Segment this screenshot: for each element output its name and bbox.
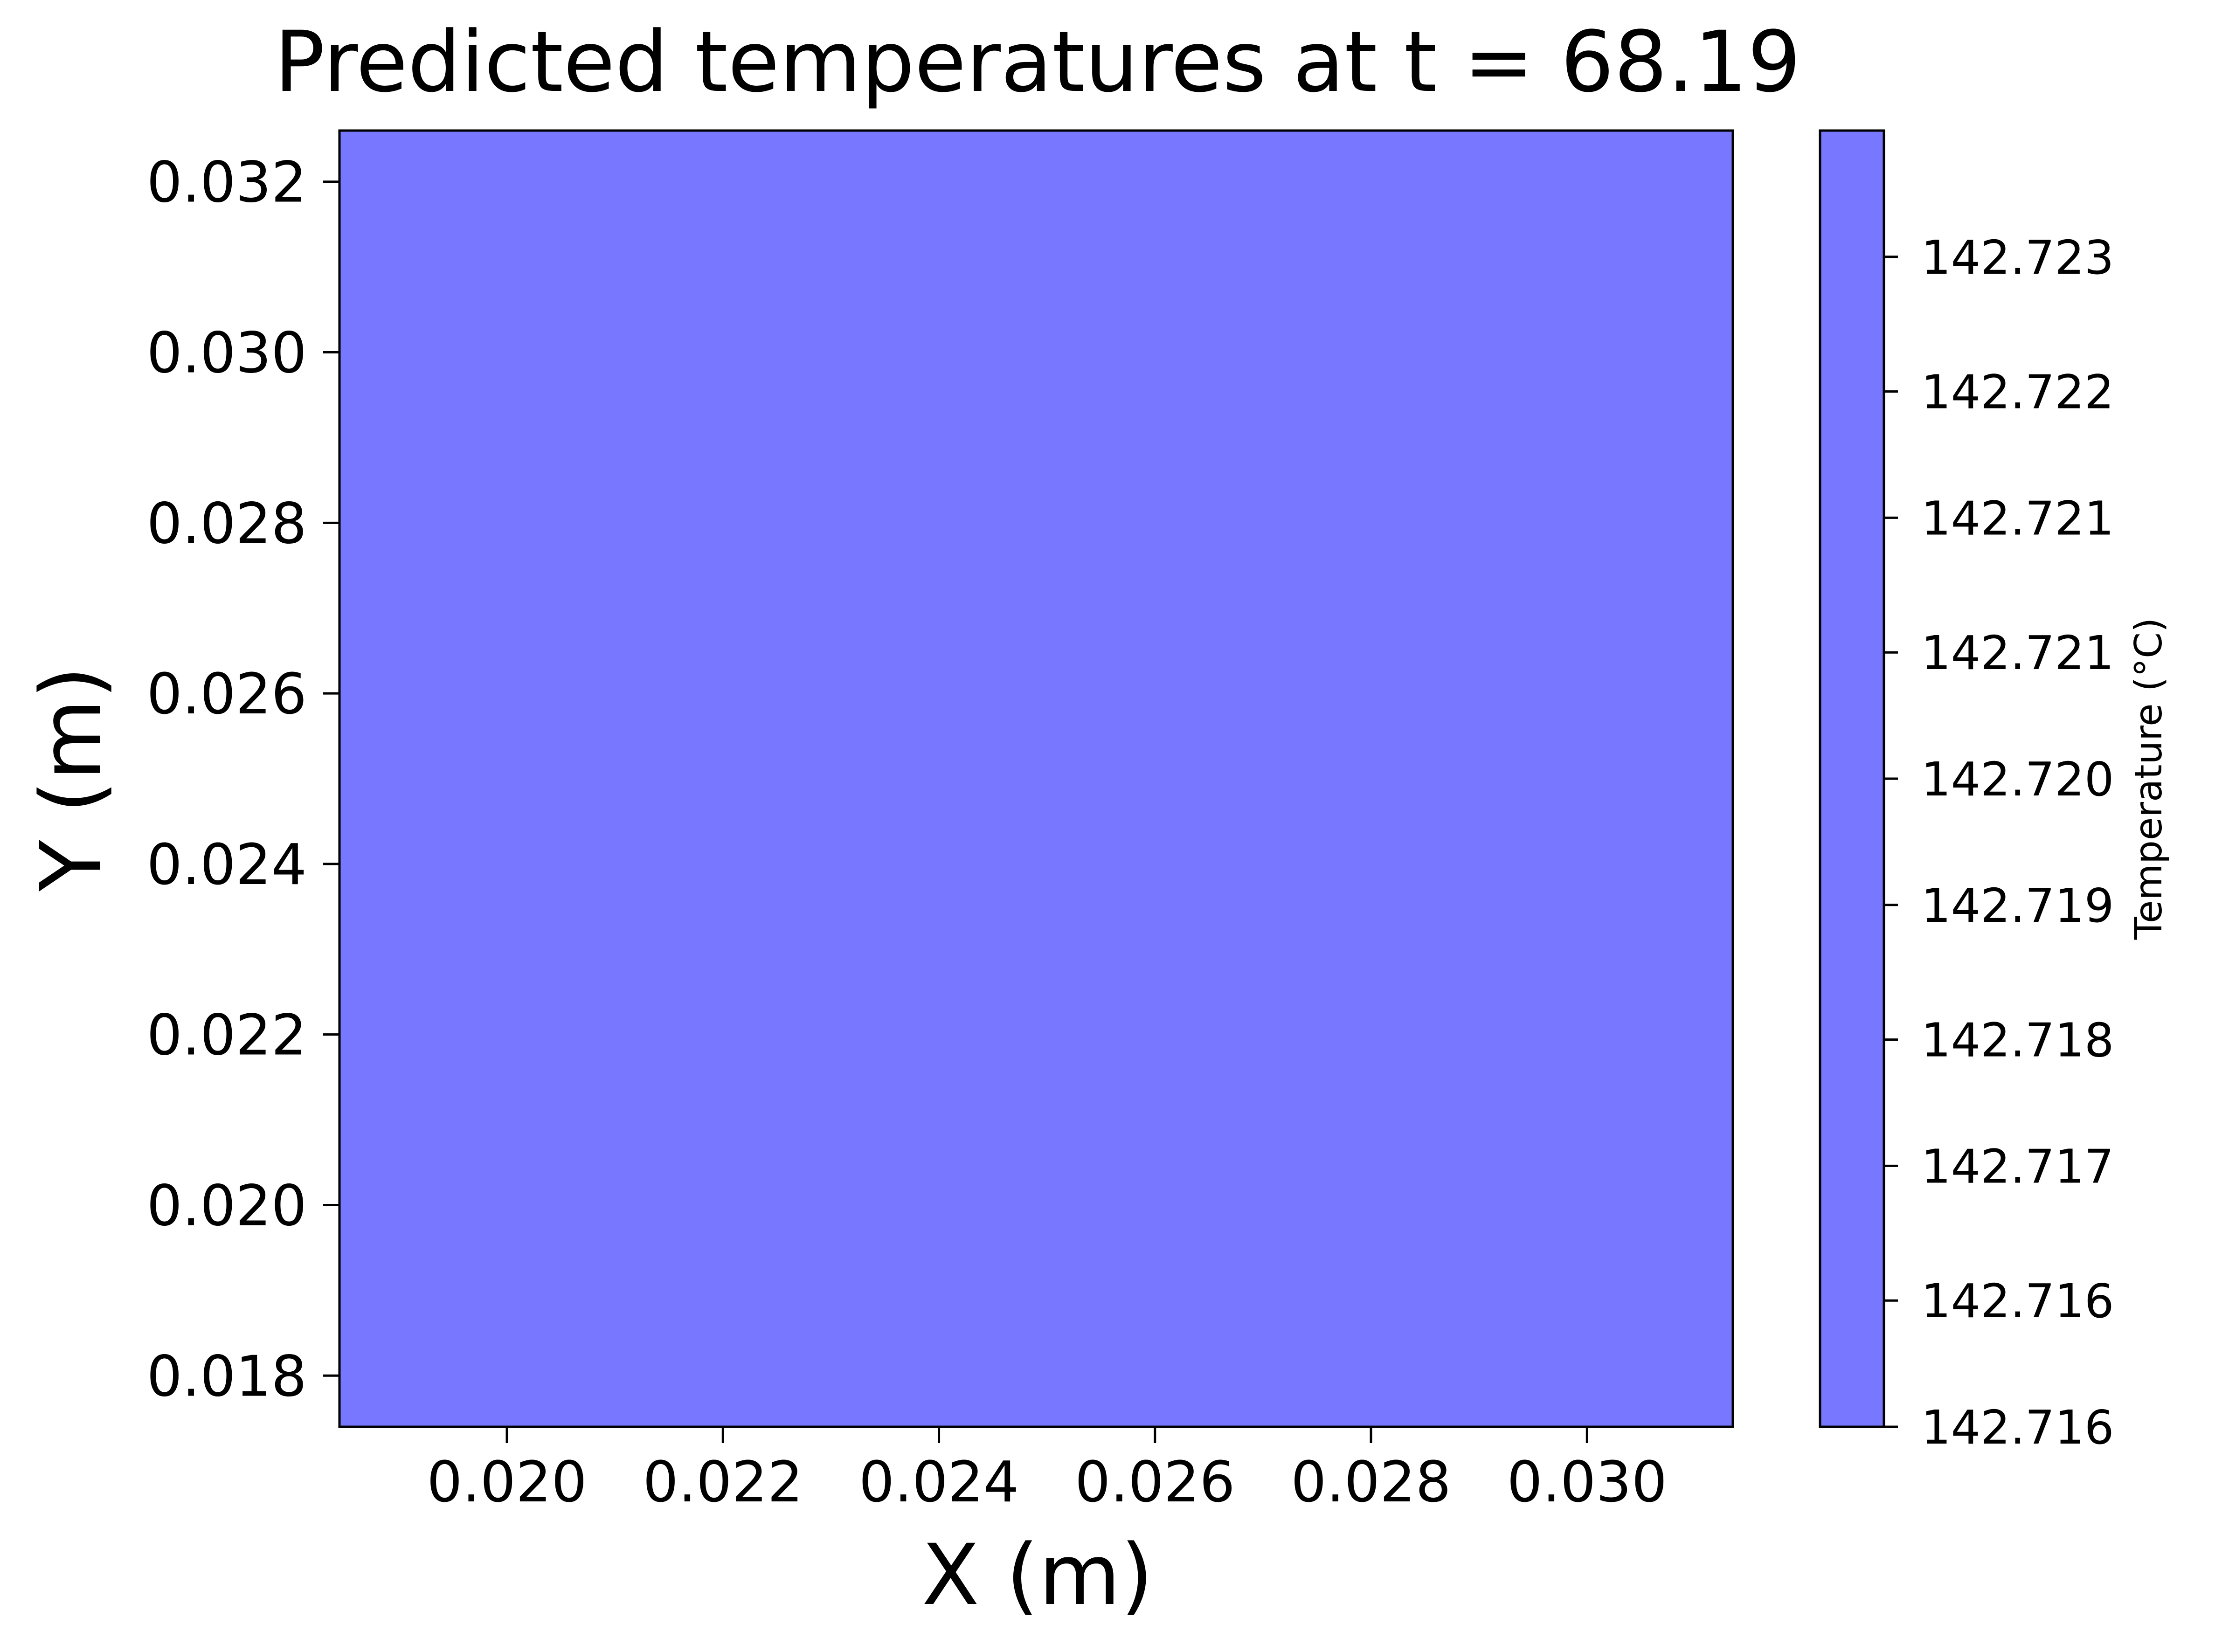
y-tick-label-0: 0.018	[146, 1344, 307, 1409]
y-tick-label-2: 0.022	[146, 1003, 307, 1068]
colorbar-label: Temperature (°C)	[2127, 618, 2170, 940]
colorbar-tick-label-8: 142.722	[1921, 365, 2114, 420]
colorbar-tick-label-4: 142.719	[1921, 878, 2114, 933]
chart-title: Predicted temperatures at t = 68.19	[274, 14, 1801, 111]
x-tick-label-5: 0.030	[1507, 1450, 1668, 1515]
y-tick-label-6: 0.030	[146, 321, 307, 386]
colorbar-tick-label-9: 142.723	[1921, 230, 2114, 285]
colorbar-tick-label-2: 142.717	[1921, 1139, 2114, 1194]
plot-frame	[338, 129, 1734, 1428]
colorbar-fill	[1820, 131, 1884, 1427]
colorbar-tick-label-0: 142.716	[1921, 1400, 2114, 1455]
x-tick-label-2: 0.024	[859, 1450, 1019, 1515]
colorbar-axis: 142.716 142.716 142.717 142.718 142.719 142.7…	[1884, 230, 2114, 1455]
y-tick-label-7: 0.032	[146, 151, 307, 215]
y-tick-label-3: 0.024	[146, 833, 307, 898]
x-tick-label-4: 0.028	[1291, 1450, 1451, 1515]
x-tick-label-0: 0.020	[427, 1450, 587, 1515]
colorbar-tick-label-3: 142.718	[1921, 1013, 2114, 1068]
plot-area	[338, 129, 1734, 1428]
y-tick-label-4: 0.026	[146, 662, 307, 727]
y-axis-label: Y (m)	[23, 666, 120, 892]
colorbar-tick-label-1: 142.716	[1921, 1274, 2114, 1328]
colorbar-tick-label-7: 142.721	[1921, 491, 2114, 546]
colorbar-tick-label-6: 142.721	[1921, 626, 2114, 680]
y-axis: 0.018 0.020 0.022 0.024 0.026 0.028 0.030 0.032	[146, 151, 339, 1409]
colorbar-tick-label-5: 142.720	[1921, 752, 2114, 807]
x-tick-label-1: 0.022	[643, 1450, 803, 1515]
colorbar	[1819, 129, 1885, 1428]
x-tick-label-3: 0.026	[1075, 1450, 1235, 1515]
temperature-field	[339, 131, 1733, 1427]
y-tick-label-1: 0.020	[146, 1174, 307, 1238]
x-axis-label: X (m)	[922, 1527, 1153, 1624]
y-tick-label-5: 0.028	[146, 491, 307, 556]
x-axis: 0.020 0.022 0.024 0.026 0.028 0.030	[427, 1427, 1667, 1515]
